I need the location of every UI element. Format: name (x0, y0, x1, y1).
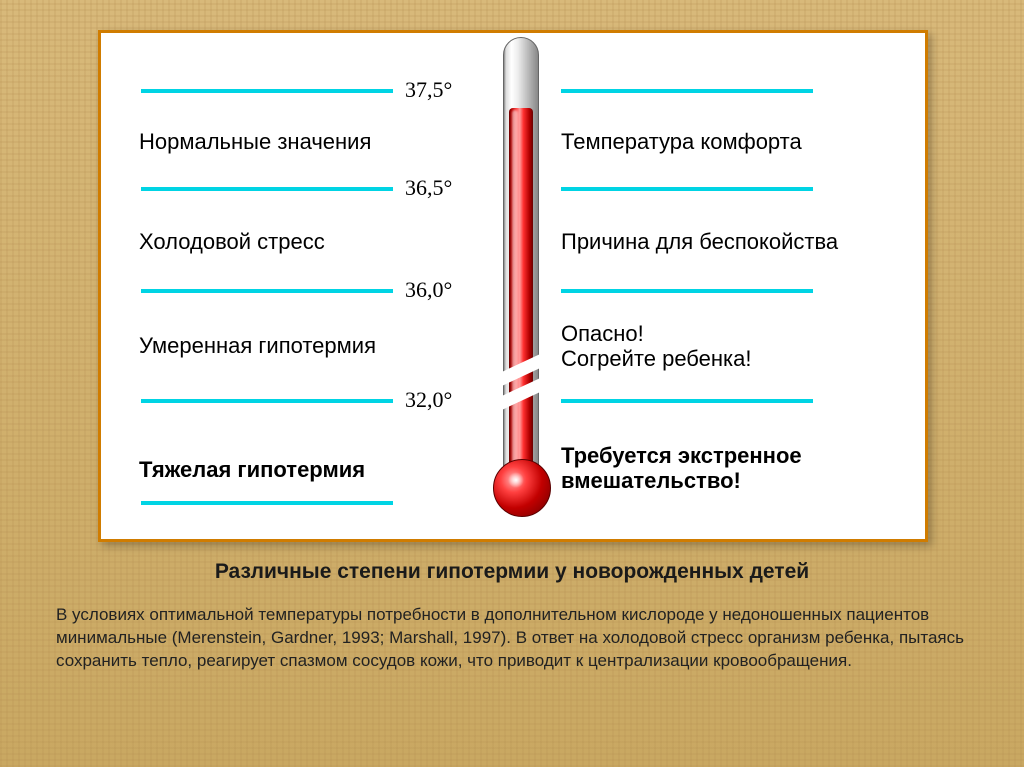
level-line-right (561, 399, 813, 403)
level-line-left (141, 289, 393, 293)
slide-body-text: В условиях оптимальной температуры потре… (56, 604, 974, 673)
left-zone-label: Холодовой стресс (139, 229, 325, 254)
slide-root: 37,5° 36,5° 36,0° 32,0° Нормальные значения Х… (0, 0, 1024, 767)
temperature-label: 37,5° (405, 77, 452, 103)
level-line-left (141, 399, 393, 403)
level-line-left (141, 187, 393, 191)
temperature-label: 32,0° (405, 387, 452, 413)
right-zone-label: Опасно!Согрейте ребенка! (561, 321, 752, 372)
temperature-label: 36,0° (405, 277, 452, 303)
left-zone-label: Тяжелая гипотермия (139, 457, 365, 482)
temperature-label: 36,5° (405, 175, 452, 201)
slide-title: Различные степени гипотермии у новорожде… (0, 560, 1024, 584)
level-line-right (561, 187, 813, 191)
hypothermia-diagram: 37,5° 36,5° 36,0° 32,0° Нормальные значения Х… (98, 30, 928, 542)
level-line-right (561, 89, 813, 93)
right-zone-label: Требуется экстренноевмешательство! (561, 443, 802, 494)
thermometer-icon (503, 37, 539, 517)
left-zone-label: Умеренная гипотермия (139, 333, 376, 358)
level-line-left (141, 501, 393, 505)
right-zone-label: Температура комфорта (561, 129, 802, 154)
left-zone-label: Нормальные значения (139, 129, 371, 154)
level-line-right (561, 289, 813, 293)
level-line-left (141, 89, 393, 93)
right-zone-label: Причина для беспокойства (561, 229, 838, 254)
